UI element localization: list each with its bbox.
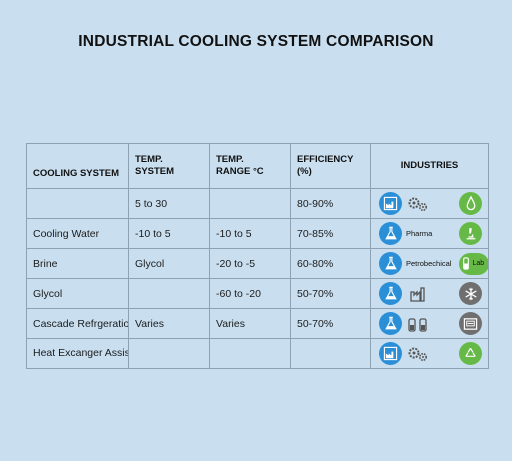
recycle-icon bbox=[459, 342, 482, 365]
lab-badge: Lab bbox=[459, 252, 488, 275]
factory-icon bbox=[379, 192, 402, 215]
col-header-temp-system-line1: TEMP. bbox=[135, 154, 163, 165]
table-row: Glycol -60 to -20 50-70% bbox=[26, 278, 489, 309]
cell-temp-range: -60 to -20 bbox=[209, 278, 291, 309]
factory-icon bbox=[379, 342, 402, 365]
cell-temp-range bbox=[209, 188, 291, 219]
page-title: INDUSTRIAL COOLING SYSTEM COMPARISON bbox=[78, 33, 434, 50]
cell-temp-system bbox=[128, 278, 210, 309]
cell-temp-system: 5 to 30 bbox=[128, 188, 210, 219]
cell-temp-range: -10 to 5 bbox=[209, 218, 291, 249]
col-header-temp-range-line1: TEMP. bbox=[216, 154, 244, 165]
microscope-icon bbox=[459, 222, 482, 245]
table-row: Cascade Refrgeration Varies Varies 50-70… bbox=[26, 308, 489, 339]
table-row: Cooling Water -10 to 5 -10 to 5 70-85% P… bbox=[26, 218, 489, 249]
comparison-table: COOLING SYSTEM TEMP. SYSTEM TEMP. RANGE … bbox=[26, 143, 489, 369]
gears-icon bbox=[406, 192, 429, 215]
gears-icon bbox=[406, 342, 429, 365]
cell-efficiency: 50-70% bbox=[290, 278, 371, 309]
flask-icon bbox=[379, 222, 402, 245]
cell-temp-range: Varies bbox=[209, 308, 291, 339]
cell-efficiency: 60-80% bbox=[290, 248, 371, 279]
table-row: Heat Excanger Assisted bbox=[26, 338, 489, 369]
col-header-temp-system-line2: SYSTEM bbox=[135, 166, 175, 177]
cell-system bbox=[26, 188, 129, 219]
cell-industries bbox=[370, 308, 489, 339]
table-row: Brine Glycol -20 to -5 60-80% Petrobechi… bbox=[26, 248, 489, 279]
cell-temp-range bbox=[209, 338, 291, 369]
factory-building-icon bbox=[406, 282, 429, 305]
cell-industries bbox=[370, 188, 489, 219]
col-header-temp-system: TEMP. SYSTEM bbox=[128, 143, 210, 189]
cell-efficiency: 50-70% bbox=[290, 308, 371, 339]
cell-system: Glycol bbox=[26, 278, 129, 309]
cell-system: Brine bbox=[26, 248, 129, 279]
water-drop-icon bbox=[459, 192, 482, 215]
col-header-temp-range: TEMP. RANGE °C bbox=[209, 143, 291, 189]
table-header-row: COOLING SYSTEM TEMP. SYSTEM TEMP. RANGE … bbox=[26, 143, 489, 189]
cell-efficiency: 80-90% bbox=[290, 188, 371, 219]
cell-efficiency bbox=[290, 338, 371, 369]
machine-icon bbox=[459, 312, 482, 335]
cell-temp-system: Glycol bbox=[128, 248, 210, 279]
col-header-efficiency-line2: (%) bbox=[297, 166, 312, 177]
cell-industries: Pharma bbox=[370, 218, 489, 249]
col-header-efficiency-line1: EFFICIENCY bbox=[297, 154, 354, 165]
cell-efficiency: 70-85% bbox=[290, 218, 371, 249]
vials-icon bbox=[406, 312, 429, 335]
industry-label: Pharma bbox=[406, 229, 433, 238]
snowflake-icon bbox=[459, 282, 482, 305]
cell-temp-system: -10 to 5 bbox=[128, 218, 210, 249]
cell-industries bbox=[370, 338, 489, 369]
flask-icon bbox=[379, 312, 402, 335]
vial-icon bbox=[463, 257, 470, 270]
flask-icon bbox=[379, 282, 402, 305]
cell-system: Heat Excanger Assisted bbox=[26, 338, 129, 369]
cell-temp-range: -20 to -5 bbox=[209, 248, 291, 279]
col-header-temp-range-line2: RANGE °C bbox=[216, 166, 264, 177]
cell-industries bbox=[370, 278, 489, 309]
cell-temp-system: Varies bbox=[128, 308, 210, 339]
cell-industries: Petrobechical Lab bbox=[370, 248, 489, 279]
col-header-efficiency: EFFICIENCY (%) bbox=[290, 143, 371, 189]
col-header-industries: INDUSTRIES bbox=[370, 143, 489, 189]
flask-icon bbox=[379, 252, 402, 275]
industry-label: Petrobechical bbox=[406, 259, 452, 268]
lab-label: Lab bbox=[472, 260, 485, 267]
cell-system: Cascade Refrgeration bbox=[26, 308, 129, 339]
col-header-system: COOLING SYSTEM bbox=[26, 143, 129, 189]
table-row: 5 to 30 80-90% bbox=[26, 188, 489, 219]
cell-temp-system bbox=[128, 338, 210, 369]
cell-system: Cooling Water bbox=[26, 218, 129, 249]
